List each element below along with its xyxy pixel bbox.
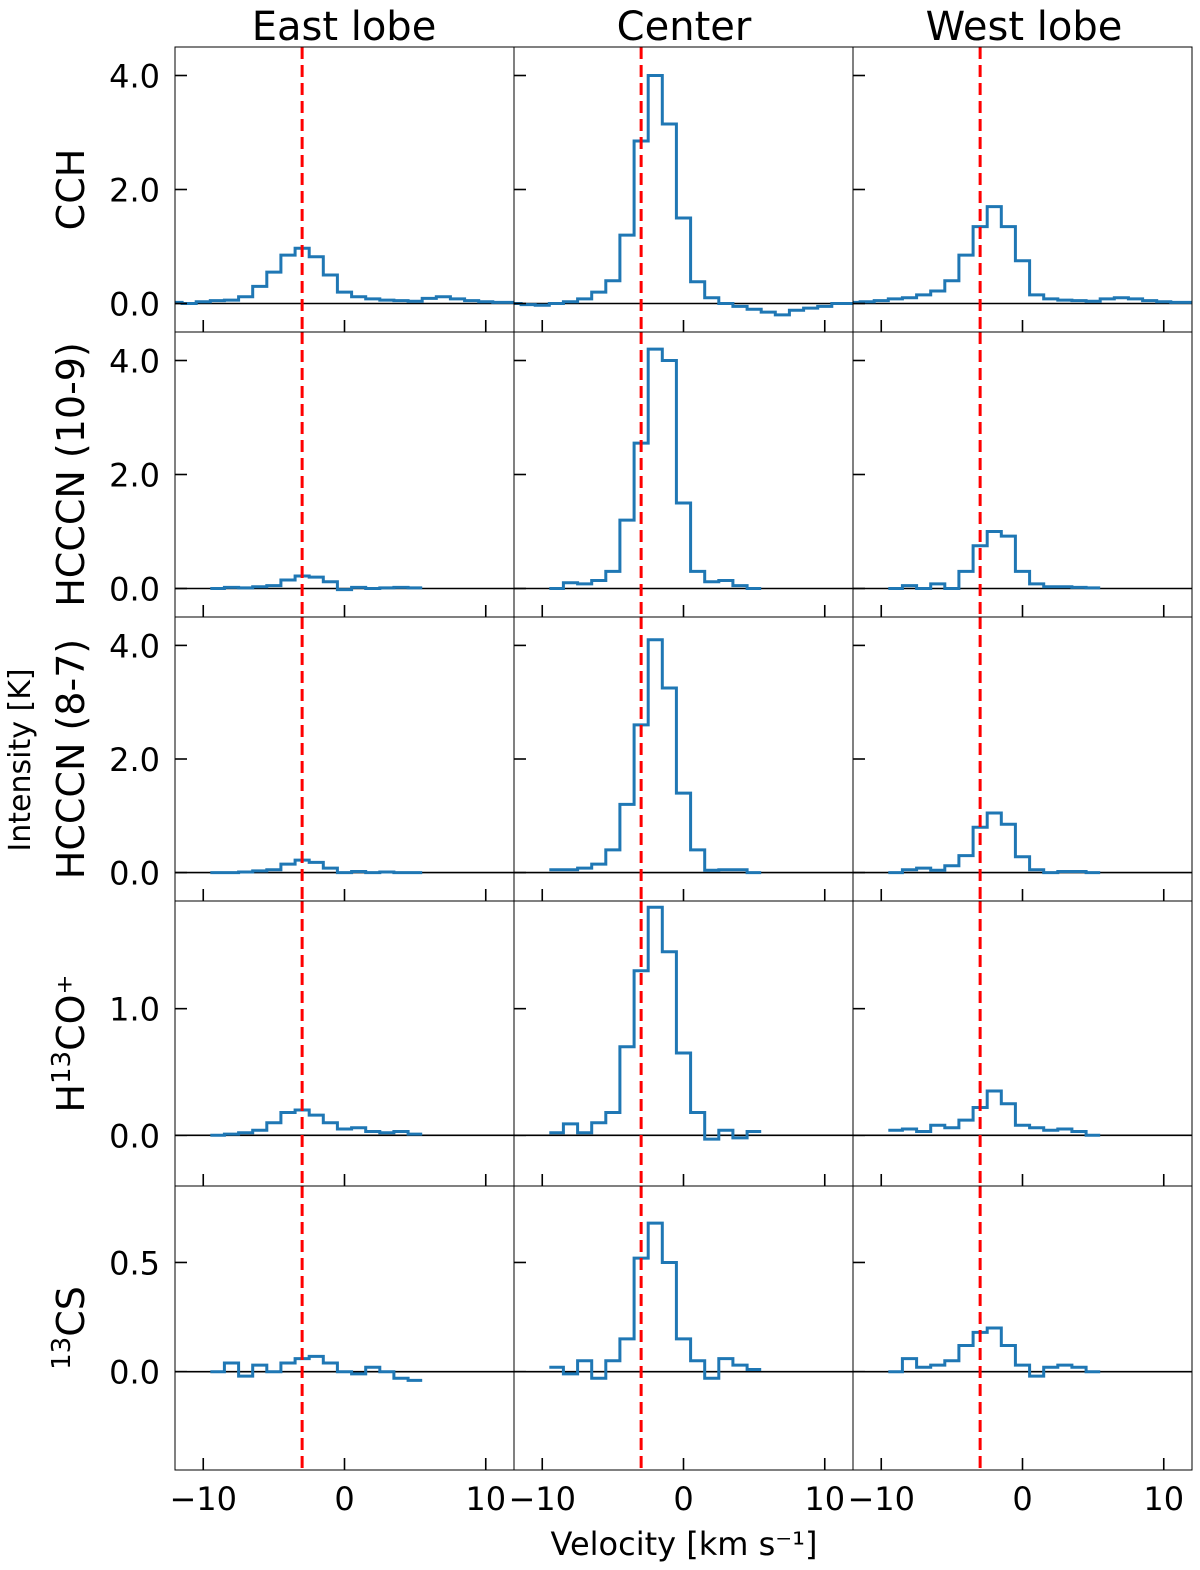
row-label-hcccn-10-9: HCCCN (10-9) <box>49 342 93 607</box>
spectrum-line <box>888 811 1101 875</box>
spectrum-line <box>210 1108 423 1137</box>
spectrum-line <box>888 530 1101 590</box>
panel-frame <box>513 46 854 333</box>
spectrum-line <box>175 246 514 305</box>
panel-frame <box>852 900 1193 1187</box>
panel-frame <box>174 46 515 333</box>
panel-cch-east-lobe <box>174 46 515 333</box>
y-axis-label: Intensity [K] <box>3 668 38 851</box>
panel-frame <box>174 616 515 902</box>
panel-frame <box>513 331 854 618</box>
x-tick-label: −10 <box>508 1480 576 1518</box>
row-label-text: HCCCN (8-7) <box>49 639 93 879</box>
row-label-text: CCH <box>49 149 93 231</box>
spectrum-line <box>210 574 423 592</box>
column-title-east-lobe: East lobe <box>252 4 437 50</box>
row-label-h13co: H13CO⁺ <box>47 974 93 1112</box>
spectrum-line <box>549 638 762 875</box>
spectrum-line <box>853 205 1192 304</box>
x-tick-label: 10 <box>1143 1480 1184 1518</box>
y-tick-label: 0.0 <box>109 1117 160 1155</box>
x-tick-label: 0 <box>1012 1480 1032 1518</box>
spectrum-line <box>210 1354 423 1382</box>
y-tick-label: 2.0 <box>109 172 160 210</box>
column-title-west-lobe: West lobe <box>926 4 1123 50</box>
panel-h13co-center <box>513 900 854 1187</box>
y-tick-label: 4.0 <box>109 627 160 665</box>
panel-frame <box>513 1185 854 1471</box>
row-label-13cs: 13CS <box>47 1286 93 1370</box>
panel-frame <box>852 616 1193 902</box>
y-tick-label: 2.0 <box>109 457 160 495</box>
y-tick-label: 4.0 <box>109 343 160 381</box>
panel-hcccn-8-7-east-lobe <box>174 616 515 902</box>
row-label-text: CS <box>49 1286 93 1337</box>
spectrum-line <box>888 1089 1101 1137</box>
panel-h13co-west-lobe <box>852 900 1193 1187</box>
panel-frame <box>174 1185 515 1471</box>
column-titles: East lobe Center West lobe <box>252 4 1123 50</box>
row-label-cch: CCH <box>49 149 93 231</box>
y-tick-label: 2.0 <box>109 741 160 779</box>
panel-hcccn-8-7-west-lobe <box>852 616 1193 902</box>
spectrum-line <box>514 74 853 317</box>
panel-13cs-east-lobe: −10 0 10 <box>169 1185 515 1518</box>
x-tick-label: 0 <box>673 1480 693 1518</box>
panel-frame <box>174 331 515 618</box>
panel-frame <box>513 616 854 902</box>
y-tick-label: 0.5 <box>109 1244 160 1282</box>
row-label-hcccn-8-7: HCCCN (8-7) <box>49 639 93 879</box>
panel-hcccn-10-9-east-lobe <box>174 331 515 618</box>
panel-frame <box>174 900 515 1187</box>
column-title-center: Center <box>617 4 752 50</box>
x-tick-label: −10 <box>169 1480 237 1518</box>
panel-cch-center <box>513 46 854 333</box>
row-label-superscript: 13 <box>47 1337 77 1370</box>
panel-hcccn-10-9-west-lobe <box>852 331 1193 618</box>
row-label-text: CO⁺ <box>49 974 93 1051</box>
row-label-superscript: 13 <box>47 1051 77 1084</box>
panel-grid: 0.02.04.00.02.04.00.02.04.00.01.00.00.5−… <box>109 46 1193 1518</box>
panel-frame <box>852 1185 1193 1471</box>
x-tick-label: −10 <box>847 1480 915 1518</box>
spectrum-line <box>888 1326 1101 1378</box>
y-tick-label: 1.0 <box>109 991 160 1029</box>
y-tick-label: 0.0 <box>109 855 160 893</box>
spectrum-line <box>549 1221 762 1380</box>
panel-frame <box>852 46 1193 333</box>
y-tick-label: 0.0 <box>109 1354 160 1392</box>
spectrum-line <box>549 905 762 1141</box>
x-tick-label: 10 <box>465 1480 506 1518</box>
y-tick-label: 4.0 <box>109 58 160 96</box>
x-tick-label: 10 <box>804 1480 845 1518</box>
panel-13cs-west-lobe: −10 0 10 <box>847 1185 1193 1518</box>
x-tick-label: 0 <box>334 1480 354 1518</box>
panel-hcccn-8-7-center <box>513 616 854 902</box>
panel-cch-west-lobe <box>852 46 1193 333</box>
row-label-text: H <box>49 1084 93 1113</box>
x-axis-label: Velocity [km s⁻¹] <box>551 1525 818 1563</box>
spectrum-line <box>549 347 762 590</box>
panel-frame <box>513 900 854 1187</box>
y-tick-label: 0.0 <box>109 571 160 609</box>
row-label-text: HCCCN (10-9) <box>49 342 93 607</box>
panel-frame <box>852 331 1193 618</box>
panel-h13co-east-lobe <box>174 900 515 1187</box>
spectrum-line <box>210 858 423 875</box>
panel-13cs-center: −10 0 10 <box>508 1185 854 1518</box>
y-tick-label: 0.0 <box>109 286 160 324</box>
panel-hcccn-10-9-center <box>513 331 854 618</box>
